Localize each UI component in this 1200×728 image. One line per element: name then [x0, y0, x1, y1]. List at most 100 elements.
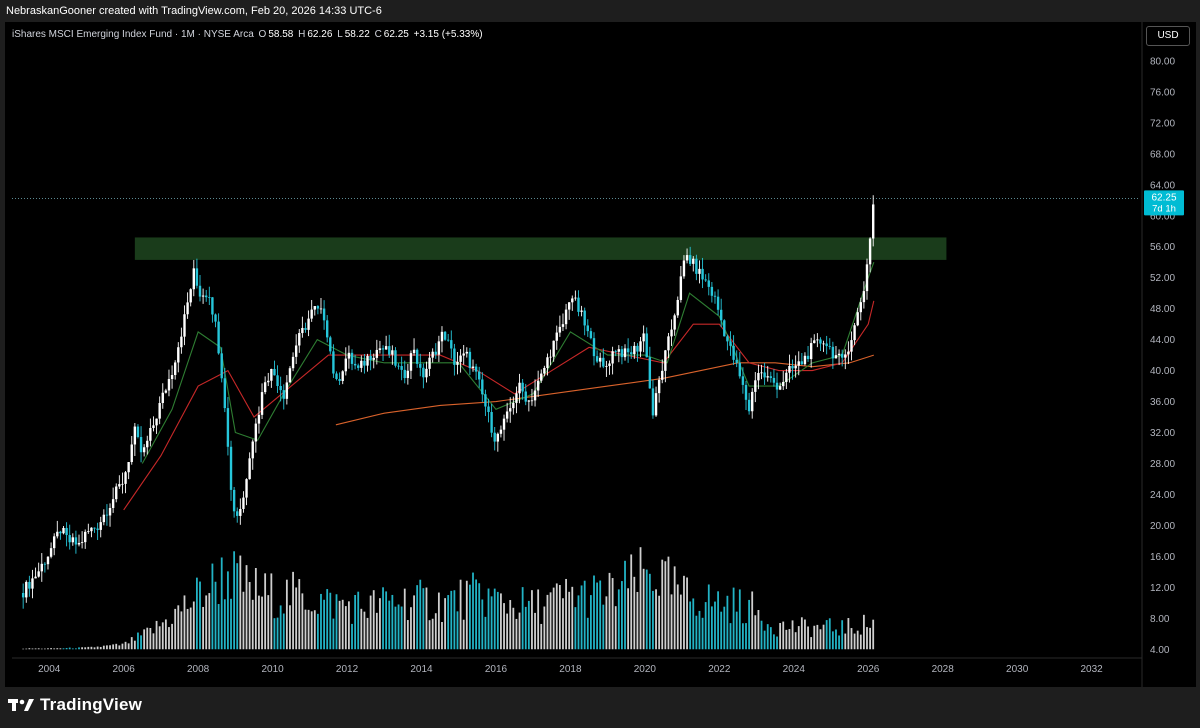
volume-bar — [267, 595, 270, 650]
volume-bar — [149, 627, 152, 650]
volume-bar — [28, 648, 31, 650]
volume-bar — [453, 590, 456, 650]
candle-body — [726, 336, 729, 342]
volume-bar — [776, 636, 778, 650]
currency-button[interactable]: USD — [1146, 26, 1190, 46]
volume-bar — [614, 606, 617, 650]
volume-bar — [565, 578, 567, 650]
candle-body — [859, 302, 862, 313]
legend-open-label: O — [258, 29, 267, 40]
candle-body — [335, 373, 338, 379]
volume-bar — [406, 620, 409, 650]
volume-bar — [503, 603, 505, 650]
candle-body — [115, 486, 118, 500]
volume-bar — [379, 598, 381, 650]
volume-bar — [617, 589, 620, 650]
volume-bar — [75, 648, 77, 650]
volume-bar — [828, 618, 831, 650]
volume-bar — [214, 581, 217, 650]
candle-body — [223, 378, 227, 409]
volume-bar — [692, 598, 695, 650]
candle-body — [682, 260, 686, 277]
candle-body — [28, 581, 31, 589]
volume-bar — [115, 643, 118, 650]
candle-body — [242, 497, 245, 509]
volume-bar — [816, 624, 819, 650]
volume-bar — [475, 579, 478, 650]
volume-bar — [22, 648, 25, 650]
volume-bar — [174, 608, 177, 650]
candle-body — [397, 365, 400, 367]
volume-bar — [304, 609, 307, 650]
candle-body — [68, 535, 71, 543]
candle-body — [294, 345, 298, 357]
candle-body — [608, 363, 611, 366]
candle-body — [164, 390, 168, 393]
volume-bar — [84, 647, 87, 650]
volume-bar — [673, 566, 676, 650]
volume-bar — [78, 647, 80, 650]
candle-body — [862, 291, 866, 303]
volume-bar — [652, 590, 654, 650]
candle-body — [21, 592, 25, 598]
candle-body — [775, 382, 779, 390]
volume-bar — [25, 648, 28, 650]
candle-body — [558, 326, 562, 333]
legend-high: 62.26 — [307, 29, 333, 40]
candle-body — [161, 392, 164, 404]
candle-body — [809, 343, 813, 360]
candle-body — [751, 391, 754, 412]
volume-bar — [608, 572, 611, 650]
volume-bar — [577, 595, 580, 650]
candle-body — [394, 350, 397, 366]
candle-body — [515, 393, 518, 403]
volume-bar — [804, 619, 806, 650]
volume-bar — [180, 611, 183, 650]
volume-bar — [298, 579, 301, 650]
volume-bar — [534, 612, 536, 650]
volume-bar — [326, 589, 329, 650]
candle-body — [139, 436, 143, 453]
volume-bar — [664, 561, 667, 650]
volume-bar — [862, 614, 865, 650]
candle-body — [670, 329, 673, 337]
candle-body — [561, 324, 565, 327]
candle-body — [378, 348, 382, 350]
candle-body — [571, 298, 574, 303]
candle-body — [701, 268, 704, 280]
candle-body — [332, 351, 335, 374]
volume-bar — [71, 648, 74, 650]
volume-bar — [769, 627, 772, 650]
volume-bar — [335, 594, 338, 650]
candle-body — [124, 472, 127, 484]
candle-body — [478, 371, 481, 380]
candle-body — [673, 315, 676, 330]
volume-bar — [658, 595, 661, 650]
volume-bar — [819, 629, 822, 650]
candle-body — [77, 542, 81, 545]
candle-body — [723, 320, 726, 337]
candle-body — [366, 355, 369, 366]
candle-body — [865, 264, 869, 292]
volume-bar — [258, 595, 260, 650]
candle-body — [180, 336, 183, 348]
resistance-zone[interactable] — [134, 237, 947, 260]
volume-bar — [822, 624, 825, 650]
candle-body — [273, 368, 276, 376]
volume-bar — [344, 606, 347, 650]
volume-bar — [416, 585, 419, 650]
candle-body — [524, 391, 527, 402]
candle-body — [310, 309, 313, 319]
candle-body — [46, 556, 50, 565]
candle-body — [403, 369, 406, 379]
volume-bar — [357, 591, 360, 650]
candle-body — [173, 362, 177, 376]
candle-body — [840, 353, 844, 358]
volume-bar — [518, 612, 521, 650]
candle-body — [201, 295, 205, 297]
volume-bar — [562, 598, 564, 650]
volume-bar — [437, 592, 440, 650]
candle-body — [803, 355, 807, 365]
candle-body — [679, 276, 683, 300]
